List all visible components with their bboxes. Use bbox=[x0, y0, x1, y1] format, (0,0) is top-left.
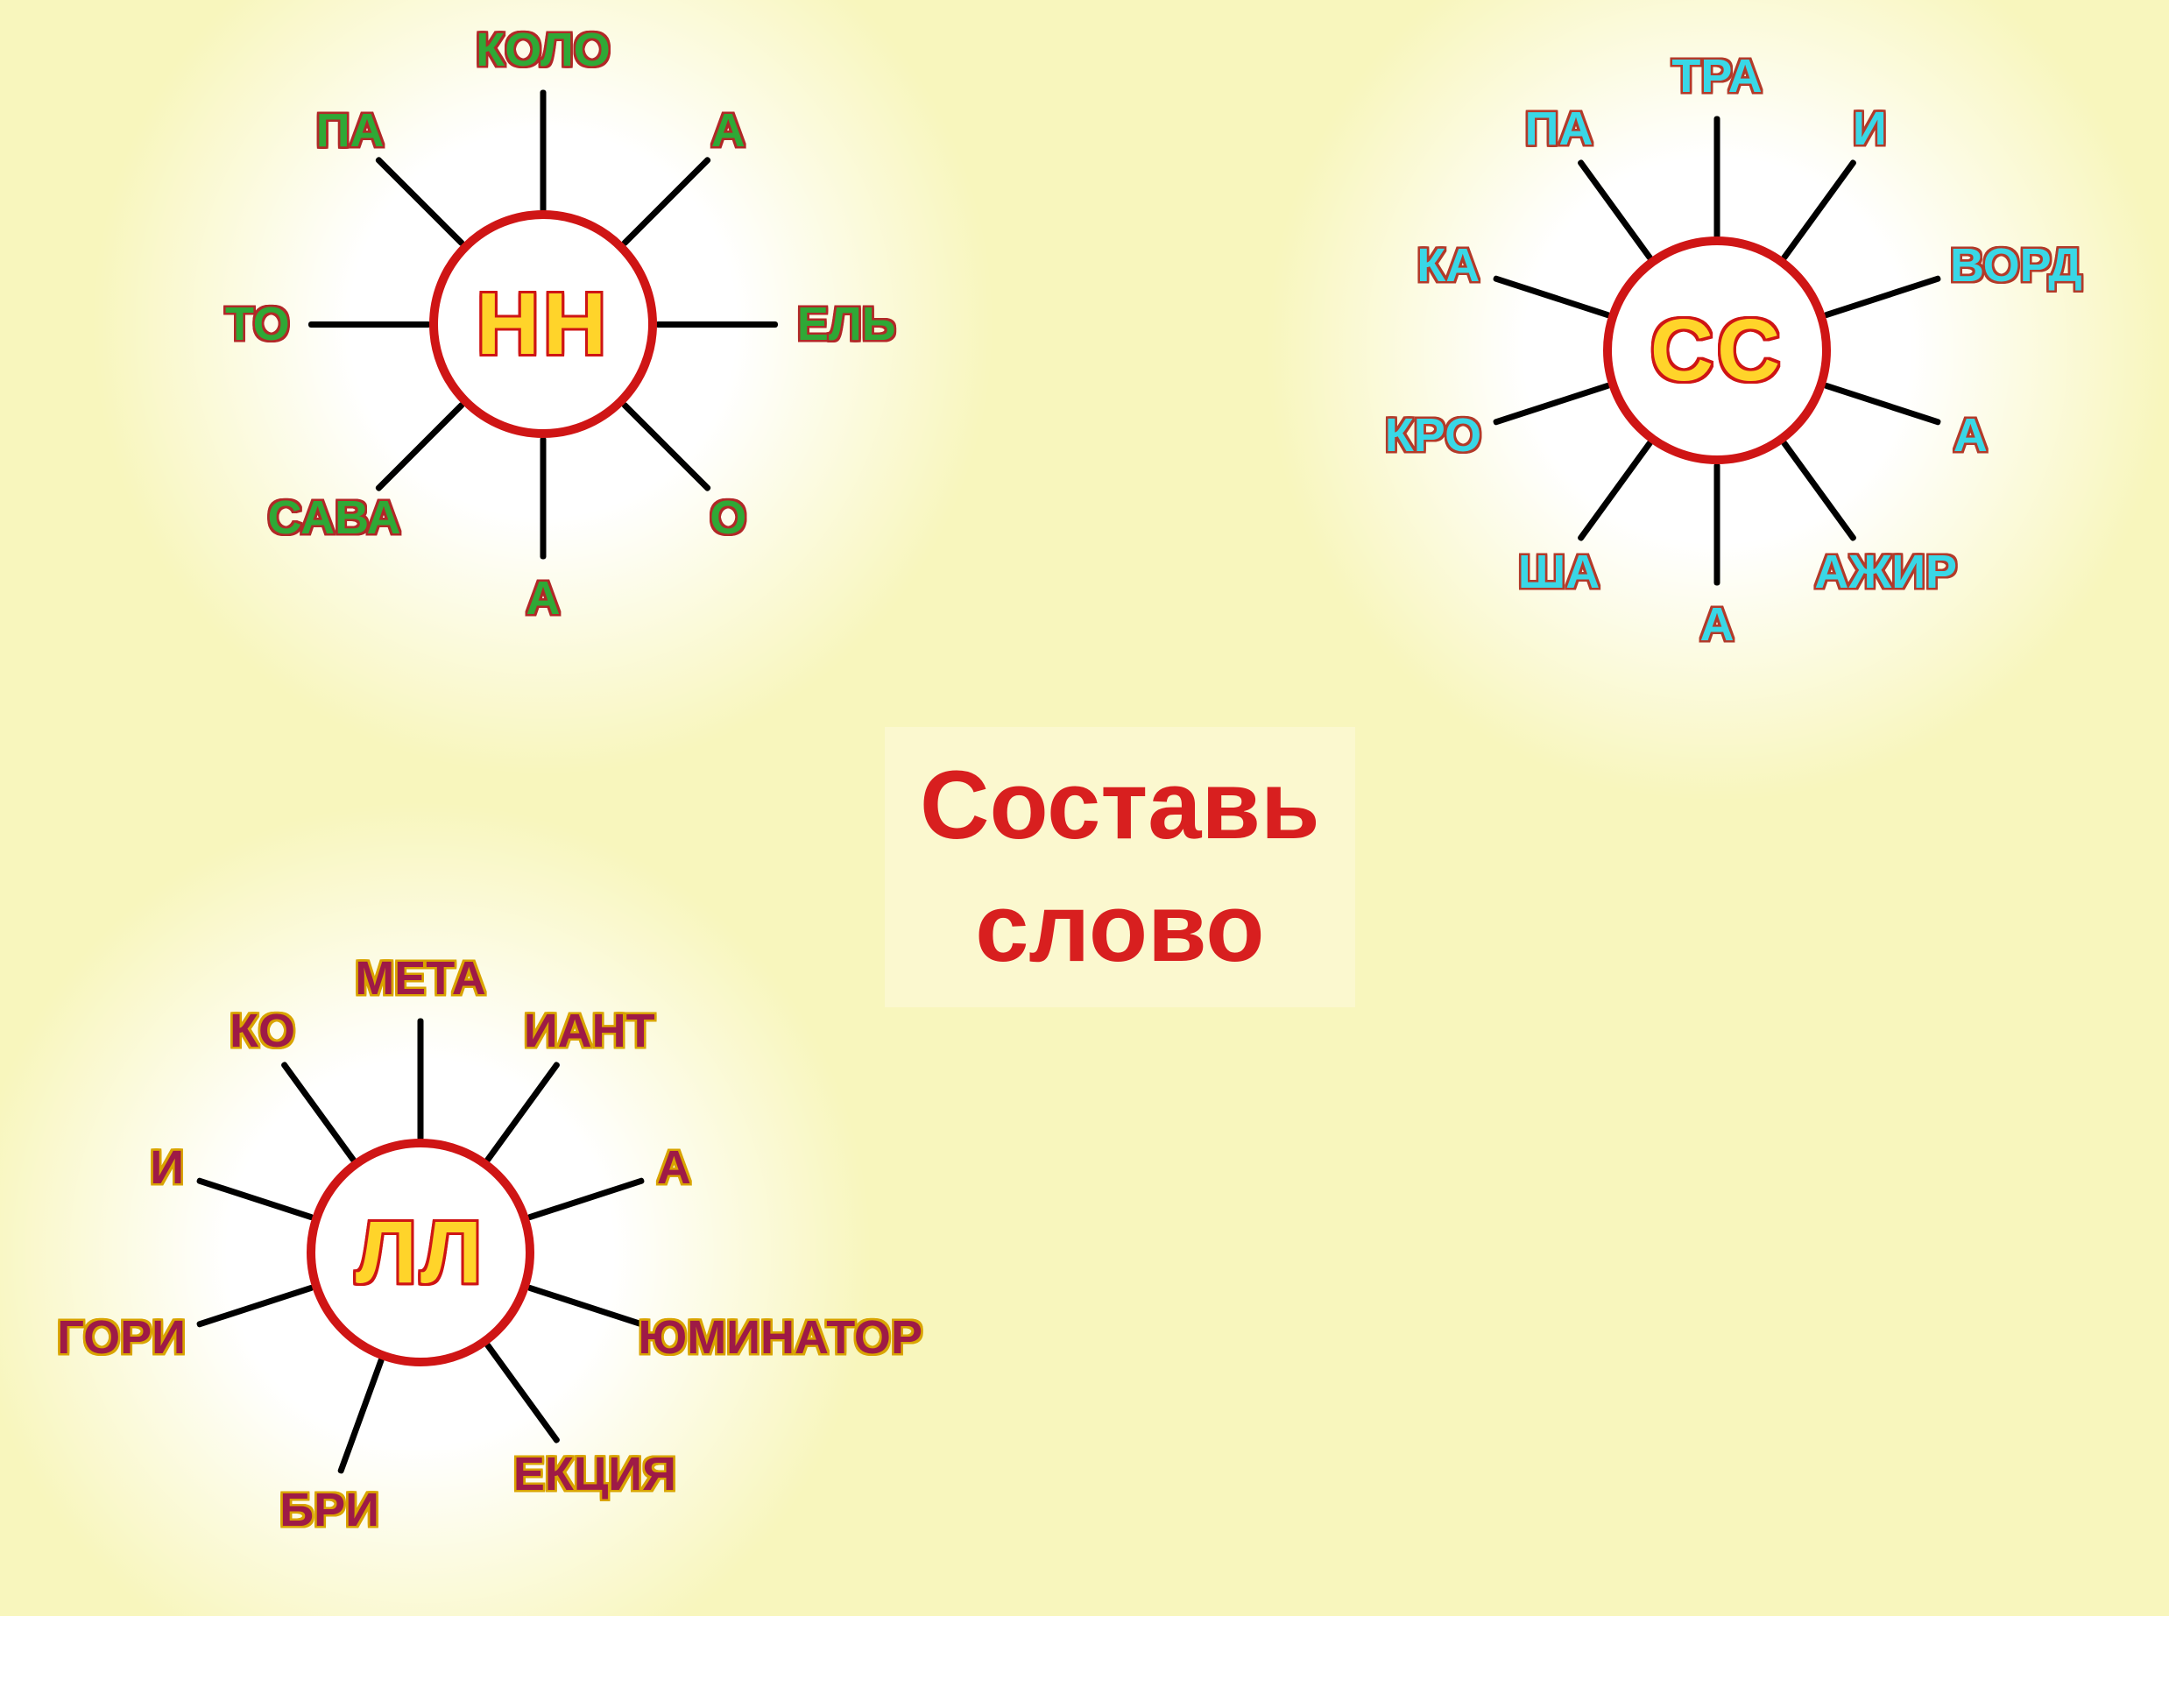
hub-ll-spoke-label-2: А bbox=[657, 1140, 691, 1195]
hub-nn-spoke-line-4 bbox=[540, 436, 547, 559]
hub-ll-spoke-label-6: ГОРИ bbox=[57, 1310, 186, 1365]
hub-nn-circle: НН bbox=[429, 210, 657, 438]
hub-ll-spoke-label-0: МЕТА bbox=[355, 951, 486, 1006]
hub-ss-spoke-label-6: ША bbox=[1518, 545, 1600, 599]
hub-ll-spoke-label-1: ИАНТ bbox=[524, 1004, 655, 1058]
hub-ss-spoke-label-7: КРО bbox=[1385, 408, 1481, 462]
hub-nn-spoke-label-5: САВА bbox=[268, 491, 401, 545]
hub-nn-spoke-label-2: ЕЛЬ bbox=[797, 297, 896, 351]
hub-ll-spoke-label-5: БРИ bbox=[279, 1483, 379, 1537]
hub-nn-spoke-label-6: ТО bbox=[225, 297, 290, 351]
hub-ss-spoke-line-0 bbox=[1714, 116, 1720, 238]
hub-ll-spoke-line-0 bbox=[418, 1018, 424, 1140]
diagram-canvas: Составь слово НН КОЛО А ЕЛЬ О А САВА ТО ПА СС ТРА И… bbox=[0, 0, 2169, 1616]
hub-ll-circle: ЛЛ bbox=[307, 1139, 534, 1366]
hub-ss-spoke-label-0: ТРА bbox=[1671, 49, 1762, 103]
page-title: Составь слово bbox=[885, 727, 1355, 1007]
hub-ll-spoke-label-8: КО bbox=[230, 1004, 295, 1058]
hub-ss-circle: СС bbox=[1603, 236, 1831, 464]
hub-ss-spoke-label-3: А bbox=[1954, 408, 1988, 462]
hub-ss-spoke-label-2: ВОРД bbox=[1950, 238, 2082, 293]
hub-nn-center-text: НН bbox=[477, 274, 610, 375]
hub-ll-center-text: ЛЛ bbox=[356, 1203, 485, 1303]
hub-nn-spoke-label-4: А bbox=[526, 571, 561, 625]
hub-ss-spoke-label-5: А bbox=[1700, 597, 1734, 652]
hub-ss-spoke-line-5 bbox=[1714, 462, 1720, 585]
hub-nn-spoke-label-3: О bbox=[710, 491, 746, 545]
hub-nn-spoke-label-7: ПА bbox=[316, 103, 385, 158]
hub-nn-spoke-line-6 bbox=[308, 321, 431, 328]
hub-ss-spoke-label-8: КА bbox=[1417, 238, 1480, 293]
hub-nn-spoke-line-0 bbox=[540, 89, 547, 212]
hub-ll-spoke-label-4: ЕКЦИЯ bbox=[513, 1447, 676, 1501]
hub-ss-spoke-label-9: ПА bbox=[1525, 102, 1593, 156]
hub-nn-spoke-line-2 bbox=[655, 321, 778, 328]
hub-ss-center-text: СС bbox=[1650, 300, 1784, 401]
hub-ss-spoke-label-1: И bbox=[1853, 102, 1887, 156]
hub-ss-spoke-label-4: АЖИР bbox=[1814, 545, 1957, 599]
hub-nn-spoke-label-0: КОЛО bbox=[476, 23, 611, 77]
hub-ll-spoke-label-7: И bbox=[150, 1140, 184, 1195]
hub-nn-spoke-label-1: А bbox=[711, 103, 745, 158]
hub-ll-spoke-label-3: ЮМИНАТОР bbox=[639, 1310, 922, 1365]
